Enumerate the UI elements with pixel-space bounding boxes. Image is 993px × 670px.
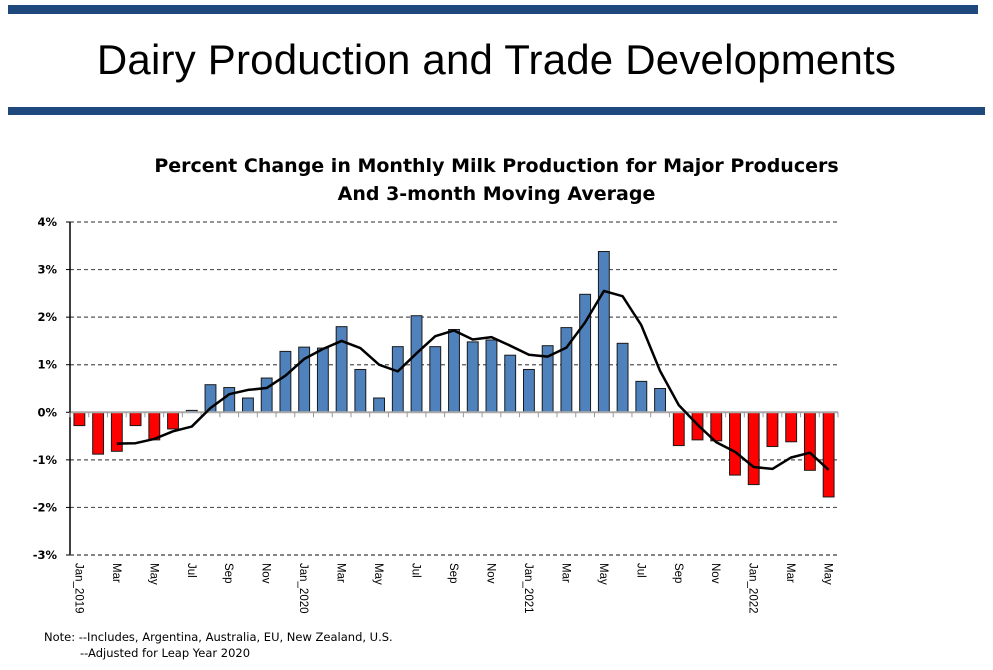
x-tick-label: Jan_2019	[72, 563, 84, 614]
bar	[616, 342, 629, 413]
x-tick-label: Mar	[110, 563, 122, 583]
axes	[66, 221, 839, 556]
x-tick-label: Mar	[784, 563, 796, 583]
bar	[335, 326, 348, 413]
x-tick-label: May	[147, 563, 159, 585]
header-rule-top	[8, 5, 978, 14]
x-tick-label: Sep	[447, 563, 459, 583]
bar	[504, 354, 517, 413]
bar	[654, 388, 666, 413]
chart-title: Percent Change in Monthly Milk Productio…	[154, 155, 839, 177]
x-tick-label: Jul	[185, 563, 197, 578]
bar	[391, 346, 404, 413]
bar	[560, 327, 573, 413]
chart-subtitle: And 3-month Moving Average	[337, 183, 656, 205]
x-tick-label: Nov	[484, 563, 496, 584]
bar	[522, 368, 535, 413]
moving-average-line	[116, 289, 830, 471]
bar	[579, 293, 592, 413]
bar	[635, 380, 648, 413]
x-tick-label: Jan_2021	[522, 563, 534, 614]
y-tick-label: 3%	[37, 263, 57, 277]
bar	[410, 315, 423, 413]
x-tick-label: Sep	[672, 563, 684, 583]
x-axis-ticks: Jan_2019 Mar May Jul Sep Nov Jan_2020 Mar May Jul…	[72, 563, 833, 614]
bars	[73, 250, 835, 498]
bar	[785, 411, 798, 443]
slide-title: Dairy Production and Trade Developments	[96, 36, 897, 83]
y-tick-label: -1%	[33, 453, 58, 467]
bar	[223, 387, 236, 413]
bar	[316, 347, 329, 413]
bar	[485, 339, 498, 413]
y-tick-label: 1%	[37, 358, 57, 372]
bar	[429, 346, 442, 413]
header-rule-bottom	[8, 107, 985, 115]
x-tick-label: Sep	[222, 563, 234, 583]
bar	[729, 411, 741, 476]
bar	[466, 341, 479, 413]
x-tick-label: Jan_2020	[297, 563, 309, 614]
bar	[354, 368, 367, 413]
bar	[747, 411, 760, 486]
x-tick-label: May	[822, 563, 834, 585]
bar	[766, 411, 779, 448]
x-tick-label: Mar	[559, 563, 571, 583]
bar	[803, 411, 816, 471]
footnote-line-2: --Adjusted for Leap Year 2020	[80, 646, 251, 660]
y-tick-label: -2%	[33, 500, 58, 514]
x-tick-label: Nov	[709, 563, 721, 584]
x-tick-label: Nov	[260, 563, 272, 584]
bar	[92, 411, 105, 455]
bar	[710, 411, 723, 442]
bar	[167, 411, 179, 430]
bar	[110, 411, 123, 452]
y-axis-ticks: 4% 3% 2% 1% 0% -1% -2% -3%	[33, 215, 58, 562]
bar	[260, 377, 273, 413]
bar	[597, 250, 610, 413]
bar	[672, 411, 685, 447]
bar	[822, 411, 835, 498]
bar	[148, 411, 161, 441]
footnote: Note: --Includes, Argentina, Australia, …	[44, 629, 393, 661]
y-tick-label: -3%	[33, 548, 58, 562]
y-tick-label: 0%	[37, 405, 57, 419]
x-tick-label: Mar	[335, 563, 347, 583]
bar	[242, 397, 254, 413]
x-tick-label: Jul	[410, 563, 422, 578]
y-tick-label: 4%	[37, 215, 57, 229]
chart-title-block: Percent Change in Monthly Milk Productio…	[0, 152, 993, 208]
x-tick-label: Jul	[634, 563, 646, 578]
footnote-line-1: Note: --Includes, Argentina, Australia, …	[44, 630, 393, 644]
bar	[279, 350, 292, 413]
bar	[373, 397, 386, 413]
x-tick-label: Jan_2022	[747, 563, 759, 614]
x-tick-label: May	[372, 563, 384, 585]
y-tick-label: 2%	[37, 310, 57, 324]
bar	[448, 329, 460, 413]
bar	[129, 411, 142, 427]
x-tick-label: May	[597, 563, 609, 585]
bar	[73, 411, 86, 427]
